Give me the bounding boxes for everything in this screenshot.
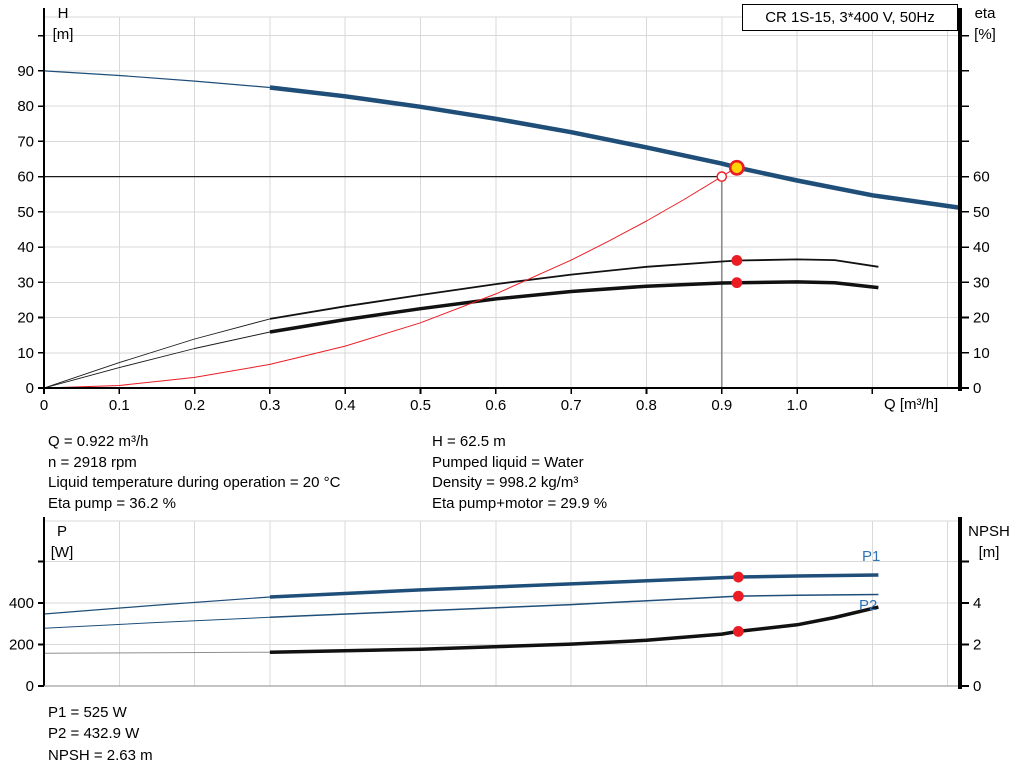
info-speed: n = 2918 rpm [48, 453, 137, 471]
p2-lowflow [43, 616, 270, 629]
p2-point [732, 590, 744, 602]
info-npsh: NPSH = 2.63 m [48, 746, 153, 764]
eta-pump-motor-curve [269, 280, 879, 334]
info-liquid-temperature: Liquid temperature during operation = 20… [48, 474, 341, 492]
h-axis-symbol: H [57, 5, 69, 22]
eta-pump-point [731, 255, 743, 266]
svg-text:0.3: 0.3 [259, 397, 280, 414]
eta-pump-motor-point [731, 277, 743, 289]
eta-axis-symbol: eta [974, 5, 996, 22]
head-curve-lowflow [43, 70, 270, 89]
info-pumped-liquid: Pumped liquid = Water [432, 453, 584, 471]
system-curve [43, 167, 736, 389]
info-density: Density = 998.2 kg/m³ [432, 474, 579, 492]
duty-info-left: Q = 0.922 m³/h n = 2918 rpm Liquid tempe… [48, 432, 340, 514]
svg-text:0.4: 0.4 [335, 397, 356, 414]
svg-text:0.8: 0.8 [636, 397, 657, 414]
svg-text:4: 4 [973, 595, 981, 612]
svg-text:10: 10 [973, 345, 990, 362]
svg-text:50: 50 [17, 204, 34, 221]
info-eta-pump-motor: Eta pump+motor = 29.9 % [432, 494, 608, 512]
npsh-axis-title: NPSH [m] [960, 521, 1018, 563]
p1-curve [269, 573, 879, 599]
eta-axis-unit: [%] [974, 26, 996, 43]
info-p1: P1 = 525 W [48, 704, 127, 721]
info-p2: P2 = 432.9 W [48, 725, 140, 743]
p2-curve-label: P2 [859, 597, 878, 614]
svg-text:60: 60 [973, 169, 990, 186]
npsh-point [732, 626, 744, 637]
svg-text:0.2: 0.2 [184, 397, 205, 414]
p-axis-unit: [W] [50, 544, 74, 561]
svg-text:20: 20 [973, 310, 990, 327]
svg-text:10: 10 [17, 345, 34, 362]
svg-text:0.5: 0.5 [410, 397, 431, 414]
svg-text:40: 40 [17, 239, 34, 256]
svg-text:0.9: 0.9 [711, 397, 732, 414]
svg-text:60: 60 [17, 169, 34, 186]
svg-text:200: 200 [9, 636, 34, 653]
duty-info-right: H = 62.5 m Pumped liquid = Water Density… [432, 432, 607, 514]
p-axis-title: P [W] [40, 521, 84, 563]
p1-lowflow [43, 596, 270, 615]
svg-text:400: 400 [9, 595, 34, 612]
svg-text:30: 30 [17, 274, 34, 291]
svg-text:90: 90 [17, 63, 34, 80]
svg-text:0.1: 0.1 [109, 397, 130, 414]
svg-text:40: 40 [973, 239, 990, 256]
svg-text:20: 20 [17, 310, 34, 327]
eta-pump-lowflow [43, 318, 271, 389]
info-head: H = 62.5 m [432, 433, 506, 450]
svg-text:0: 0 [26, 678, 34, 695]
info-flow: Q = 0.922 m³/h [48, 433, 149, 450]
npsh-axis-unit: [m] [978, 544, 1000, 561]
p1-curve-label: P1 [862, 548, 881, 565]
svg-text:0.6: 0.6 [485, 397, 506, 414]
eta-pump-motor-lowflow [43, 331, 270, 389]
eta-axis-title: eta [%] [962, 3, 1008, 45]
chart-title-box: CR 1S-15, 3*400 V, 50Hz [742, 4, 958, 31]
head-curve [269, 85, 960, 210]
svg-text:2: 2 [973, 636, 981, 653]
svg-text:0.7: 0.7 [561, 397, 582, 414]
p-axis-symbol: P [56, 523, 67, 540]
svg-text:80: 80 [17, 98, 34, 115]
eta-pump-curve [269, 258, 879, 320]
npsh-axis-symbol: NPSH [968, 523, 1010, 540]
svg-text:70: 70 [17, 133, 34, 150]
svg-text:1.0: 1.0 [787, 397, 808, 414]
rated-point [716, 171, 728, 182]
power-info: P1 = 525 W P2 = 432.9 W NPSH = 2.63 m [48, 702, 153, 766]
h-axis-title: H [m] [43, 3, 83, 45]
h-axis-unit: [m] [52, 26, 74, 43]
q-axis-title: Q [m³/h] [884, 396, 939, 413]
npsh-lowflow [43, 651, 270, 654]
p2-curve [269, 593, 879, 619]
svg-text:0: 0 [973, 678, 981, 695]
svg-text:0: 0 [26, 380, 34, 397]
duty-point [728, 159, 745, 176]
svg-text:0: 0 [973, 380, 981, 397]
svg-text:0: 0 [40, 397, 48, 414]
npsh-curve [269, 605, 879, 654]
info-eta-pump: Eta pump = 36.2 % [48, 494, 176, 512]
svg-text:30: 30 [973, 274, 990, 291]
svg-text:50: 50 [973, 204, 990, 221]
p1-point [732, 571, 744, 583]
